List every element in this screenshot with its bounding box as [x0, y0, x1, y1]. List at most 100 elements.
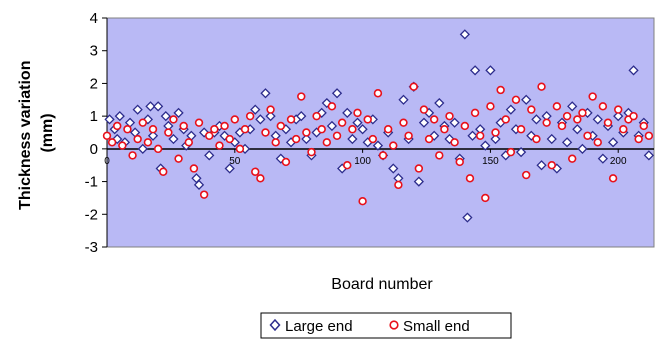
x-tick-label: 50	[229, 156, 241, 167]
y-axis-title-line-1: Thickness variation	[17, 61, 34, 210]
x-tick-label: 150	[482, 156, 499, 167]
large-end-point	[462, 212, 473, 223]
large-end-point	[567, 101, 578, 112]
large-end-point	[434, 97, 445, 109]
large-end-point	[643, 150, 655, 161]
small-end-point	[302, 128, 311, 137]
large-end-point	[521, 94, 532, 105]
large-end-point	[145, 101, 156, 112]
small-end-point	[118, 141, 127, 150]
large-end-point	[301, 133, 312, 145]
y-axis-title: Thickness variation (mm)	[17, 56, 56, 210]
large-end-point	[449, 117, 460, 128]
small-end-point	[368, 134, 378, 144]
small-end-point	[394, 180, 403, 190]
series-small-end	[102, 82, 654, 206]
large-end-point	[597, 153, 608, 164]
small-end-point	[297, 92, 306, 101]
small-end-point	[220, 121, 229, 131]
small-end-point	[286, 115, 296, 124]
small-end-point	[235, 144, 245, 154]
small-end-point	[435, 151, 444, 160]
y-tick-label: -3	[85, 239, 98, 256]
small-end-point	[608, 174, 618, 183]
small-end-point	[481, 193, 490, 203]
small-end-point	[424, 134, 434, 144]
large-end-point	[204, 150, 215, 161]
large-end-point	[469, 65, 481, 76]
large-end-point	[224, 163, 235, 174]
y-tick-label: 4	[90, 10, 98, 27]
large-end-point	[137, 143, 148, 154]
large-end-point	[398, 94, 409, 105]
small-end-point	[291, 134, 301, 144]
small-end-point	[445, 111, 454, 121]
small-end-point	[460, 121, 470, 131]
small-end-point	[358, 197, 367, 206]
small-end-point	[102, 131, 112, 140]
small-end-point	[619, 125, 628, 134]
large-end-point	[418, 117, 430, 128]
small-end-point	[578, 108, 587, 118]
small-end-point	[562, 111, 572, 121]
small-end-point	[552, 102, 562, 111]
small-end-point	[276, 121, 286, 131]
small-end-point	[496, 85, 505, 95]
small-end-point	[307, 147, 316, 157]
small-end-point	[639, 121, 648, 131]
small-end-point	[256, 174, 265, 183]
small-end-point	[251, 167, 260, 176]
small-end-point	[557, 121, 567, 131]
large-end-point	[561, 137, 573, 148]
small-end-point	[573, 115, 582, 124]
small-end-point	[245, 111, 255, 121]
x-tick-label: 200	[610, 156, 627, 167]
small-end-point	[266, 105, 275, 114]
small-end-point	[475, 131, 485, 140]
small-end-point	[164, 128, 173, 137]
small-end-point	[527, 105, 536, 114]
small-end-point	[593, 138, 602, 147]
small-end-point	[332, 131, 342, 140]
small-end-point	[521, 170, 531, 180]
small-end-point	[153, 144, 163, 154]
small-end-point	[194, 118, 204, 127]
large-end-point	[388, 163, 399, 174]
small-end-point	[399, 118, 408, 127]
small-end-point	[598, 102, 608, 111]
small-end-point	[337, 118, 347, 127]
large-end-point	[613, 111, 624, 122]
large-end-point	[112, 133, 123, 145]
y-axis-title-line-2: (mm)	[39, 113, 56, 152]
large-end-point	[572, 124, 583, 135]
large-end-point	[265, 111, 276, 122]
small-end-point	[159, 167, 168, 176]
small-end-point	[271, 138, 280, 147]
small-end-point	[419, 105, 429, 114]
large-end-point	[114, 111, 125, 122]
large-end-point	[357, 124, 368, 135]
small-end-point	[506, 147, 516, 157]
large-end-point	[505, 104, 516, 115]
x-tick-label: 0	[104, 156, 110, 167]
large-end-point	[480, 140, 491, 151]
large-end-point	[260, 88, 271, 99]
x-axis-ticks: 0 50 100 150 200	[104, 148, 627, 167]
large-end-point	[132, 104, 143, 115]
small-end-point	[511, 95, 521, 104]
small-end-point	[516, 125, 526, 134]
small-end-point	[179, 121, 188, 131]
small-end-point	[225, 134, 234, 144]
small-end-point	[312, 111, 321, 121]
small-end-point	[199, 190, 209, 199]
small-end-point	[353, 108, 362, 118]
large-end-point	[592, 114, 603, 125]
y-tick-label: -2	[85, 206, 98, 223]
small-end-point	[429, 115, 439, 124]
large-end-point	[536, 160, 547, 171]
small-end-point	[210, 125, 219, 134]
large-end-point	[342, 107, 353, 118]
small-end-point	[148, 125, 158, 134]
small-end-point	[240, 125, 250, 134]
